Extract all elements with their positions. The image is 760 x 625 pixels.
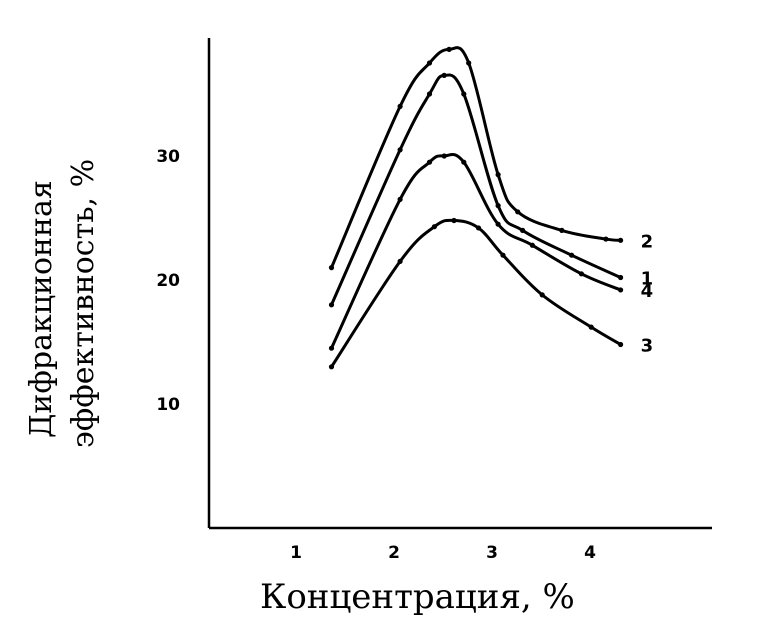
x-tick-label: 1: [290, 543, 302, 563]
series-line: [330, 218, 623, 369]
data-point: [500, 252, 506, 258]
data-point: [328, 345, 335, 351]
data-point: [441, 72, 447, 78]
data-point: [397, 103, 403, 109]
data-point: [529, 242, 536, 248]
series-label: 1: [641, 269, 654, 290]
data-point: [618, 237, 624, 243]
series-label: 3: [641, 335, 654, 356]
data-point: [618, 274, 624, 281]
x-tick-label: 2: [388, 543, 400, 563]
data-point: [461, 159, 467, 165]
series-2: 2: [328, 46, 654, 271]
data-point: [426, 91, 433, 97]
series-4: 4: [328, 153, 654, 351]
data-point: [451, 217, 457, 224]
y-tick-label: 30: [156, 147, 180, 167]
data-point: [495, 221, 501, 227]
y-axis-title-line1: Дифракционная: [24, 180, 59, 438]
data-point: [569, 252, 575, 258]
series-line: [330, 46, 623, 270]
series-group: 2 14 3: [328, 46, 654, 370]
data-point: [461, 91, 467, 97]
data-point: [328, 364, 335, 370]
y-tick-labels: 10 20 30: [156, 147, 180, 415]
x-tick-labels: 1 2 3 4: [290, 543, 596, 563]
x-tick-label: 3: [486, 543, 498, 563]
data-point: [475, 225, 482, 231]
series-3: 3: [328, 217, 654, 370]
data-point: [578, 271, 585, 277]
data-point: [431, 224, 437, 230]
data-point: [328, 265, 335, 271]
data-point: [441, 153, 447, 159]
data-point: [328, 302, 335, 308]
data-point: [397, 147, 403, 153]
series-1: 1: [328, 72, 654, 308]
data-point: [446, 46, 452, 52]
data-point: [539, 292, 545, 298]
series-label: 4: [641, 281, 654, 302]
data-point: [495, 203, 501, 209]
data-point: [618, 287, 624, 293]
x-tick-label: 4: [584, 543, 596, 563]
axes: [207, 38, 712, 530]
y-axis-title-line2: эффективность, %: [66, 159, 101, 448]
y-tick-label: 10: [156, 395, 180, 415]
data-point: [466, 60, 472, 66]
data-point: [520, 227, 526, 233]
data-point: [603, 236, 609, 242]
data-point: [618, 341, 624, 348]
data-point: [426, 60, 433, 66]
data-point: [495, 172, 501, 178]
series-label: 2: [641, 231, 654, 252]
data-point: [515, 209, 521, 215]
y-tick-label: 20: [156, 271, 180, 291]
data-point: [426, 159, 433, 165]
data-point: [397, 196, 403, 202]
data-point: [588, 324, 594, 330]
data-point: [559, 227, 565, 233]
data-point: [397, 258, 403, 264]
x-axis-title: Концентрация, %: [260, 577, 575, 617]
